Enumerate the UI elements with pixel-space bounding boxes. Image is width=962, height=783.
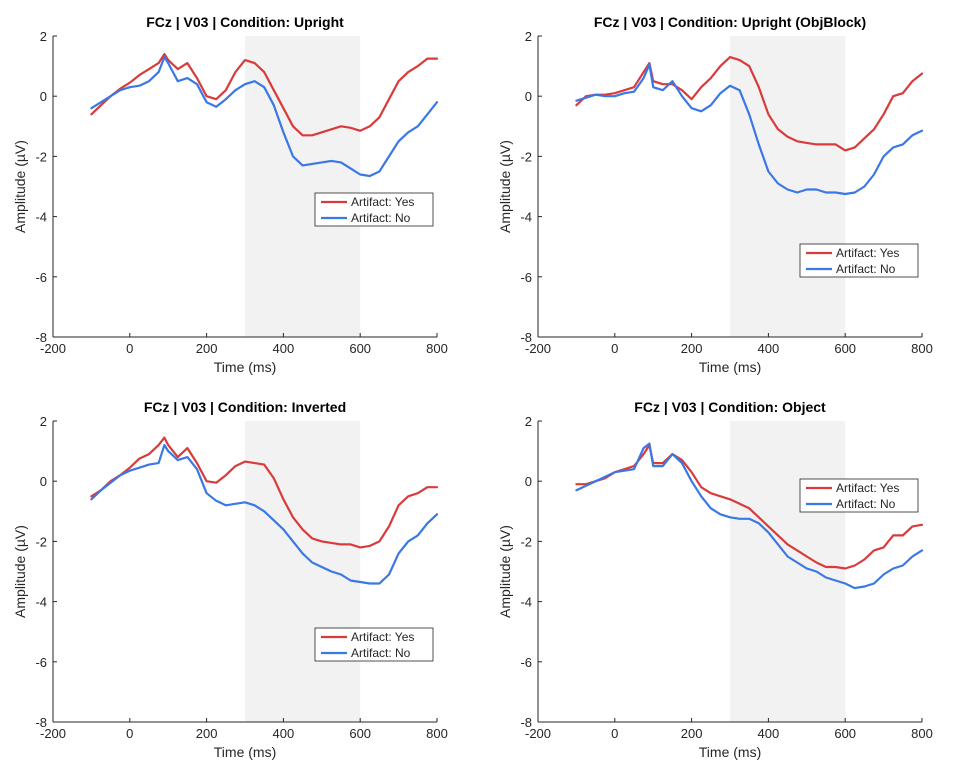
legend-label: Artifact: No xyxy=(351,211,411,225)
series-line xyxy=(90,52,439,137)
x-tick-label: 600 xyxy=(349,726,371,741)
y-tick-label: -6 xyxy=(35,655,47,670)
chart-title: FCz | V03 | Condition: Upright (ObjBlock… xyxy=(594,14,866,30)
shaded-window xyxy=(730,421,846,722)
x-tick-label: 0 xyxy=(126,341,133,356)
x-tick-label: 800 xyxy=(426,341,448,356)
x-tick-label: 800 xyxy=(911,341,933,356)
y-tick-label: 2 xyxy=(525,414,532,429)
y-tick-label: -6 xyxy=(520,270,532,285)
y-tick-label: -6 xyxy=(35,270,47,285)
x-tick-label: 400 xyxy=(758,726,780,741)
x-tick-label: 200 xyxy=(681,726,703,741)
y-tick-label: 0 xyxy=(525,89,532,104)
legend: Artifact: Yes Artifact: No xyxy=(799,243,919,278)
y-tick-label: 0 xyxy=(525,474,532,489)
chart-panel: -200 0 200 400 600 800 -8 -6 -4 -2 0 2 FCz | V03 | C… xyxy=(12,14,448,375)
y-tick-label: -4 xyxy=(35,595,47,610)
series-line xyxy=(90,444,439,585)
y-axis-label: Amplitude (µV) xyxy=(497,525,513,618)
legend-label: Artifact: No xyxy=(836,497,896,511)
y-tick-label: -8 xyxy=(35,715,47,730)
x-tick-label: 600 xyxy=(349,341,371,356)
x-tick-label: 800 xyxy=(911,726,933,741)
x-axis-label: Time (ms) xyxy=(214,359,276,375)
legend: Artifact: Yes Artifact: No xyxy=(314,627,434,662)
y-axis-label: Amplitude (µV) xyxy=(497,140,513,233)
y-tick-label: 2 xyxy=(40,29,47,44)
x-tick-label: 400 xyxy=(273,726,295,741)
x-tick-label: 0 xyxy=(611,726,618,741)
chart-panel: -200 0 200 400 600 800 -8 -6 -4 -2 0 2 FCz | V03 | C… xyxy=(497,14,933,375)
legend-label: Artifact: Yes xyxy=(351,195,414,209)
x-axis-label: Time (ms) xyxy=(699,744,761,760)
series-line xyxy=(90,55,439,178)
y-tick-label: 0 xyxy=(40,89,47,104)
y-tick-label: -2 xyxy=(520,149,532,164)
legend-label: Artifact: Yes xyxy=(836,246,899,260)
x-tick-label: -200 xyxy=(40,726,66,741)
legend-label: Artifact: Yes xyxy=(836,481,899,495)
x-tick-label: 200 xyxy=(196,341,218,356)
shaded-window xyxy=(245,36,361,337)
x-tick-label: 200 xyxy=(681,341,703,356)
legend-label: Artifact: Yes xyxy=(351,630,414,644)
chart-panel: -200 0 200 400 600 800 -8 -6 -4 -2 0 2 FCz | V03 | C… xyxy=(497,399,933,760)
x-tick-label: -200 xyxy=(40,341,66,356)
y-tick-label: 2 xyxy=(525,29,532,44)
x-tick-label: 0 xyxy=(611,341,618,356)
x-tick-label: 400 xyxy=(273,341,295,356)
x-tick-label: 0 xyxy=(126,726,133,741)
x-tick-label: -200 xyxy=(525,726,551,741)
y-tick-label: 0 xyxy=(40,474,47,489)
x-tick-label: 600 xyxy=(834,726,856,741)
legend-box xyxy=(314,627,434,662)
x-tick-label: -200 xyxy=(525,341,551,356)
y-tick-label: -8 xyxy=(520,330,532,345)
x-tick-label: 400 xyxy=(758,341,780,356)
legend-box xyxy=(799,243,919,278)
y-tick-label: -2 xyxy=(520,534,532,549)
y-tick-label: -4 xyxy=(520,210,532,225)
chart-title: FCz | V03 | Condition: Object xyxy=(634,399,826,415)
chart-title: FCz | V03 | Condition: Upright xyxy=(146,14,344,30)
y-axis-label: Amplitude (µV) xyxy=(12,140,28,233)
y-tick-label: -4 xyxy=(35,210,47,225)
y-tick-label: 2 xyxy=(40,414,47,429)
y-tick-label: -4 xyxy=(520,595,532,610)
legend-label: Artifact: No xyxy=(836,262,896,276)
y-axis-label: Amplitude (µV) xyxy=(12,525,28,618)
shaded-window xyxy=(730,36,846,337)
series-line xyxy=(90,436,439,549)
x-tick-label: 600 xyxy=(834,341,856,356)
chart-panel: -200 0 200 400 600 800 -8 -6 -4 -2 0 2 FCz | V03 | C… xyxy=(12,399,448,760)
x-tick-label: 800 xyxy=(426,726,448,741)
shaded-window xyxy=(245,421,361,722)
legend-label: Artifact: No xyxy=(351,646,411,660)
y-tick-label: -8 xyxy=(520,715,532,730)
series-line xyxy=(575,63,924,196)
legend-box xyxy=(314,192,434,227)
series-line xyxy=(575,55,924,152)
x-tick-label: 200 xyxy=(196,726,218,741)
legend-box xyxy=(799,478,919,513)
legend: Artifact: Yes Artifact: No xyxy=(799,478,919,513)
x-axis-label: Time (ms) xyxy=(699,359,761,375)
y-tick-label: -6 xyxy=(520,655,532,670)
legend: Artifact: Yes Artifact: No xyxy=(314,192,434,227)
y-tick-label: -2 xyxy=(35,149,47,164)
series-line xyxy=(575,442,924,590)
x-axis-label: Time (ms) xyxy=(214,744,276,760)
chart-title: FCz | V03 | Condition: Inverted xyxy=(144,399,346,415)
y-tick-label: -2 xyxy=(35,534,47,549)
y-tick-label: -8 xyxy=(35,330,47,345)
